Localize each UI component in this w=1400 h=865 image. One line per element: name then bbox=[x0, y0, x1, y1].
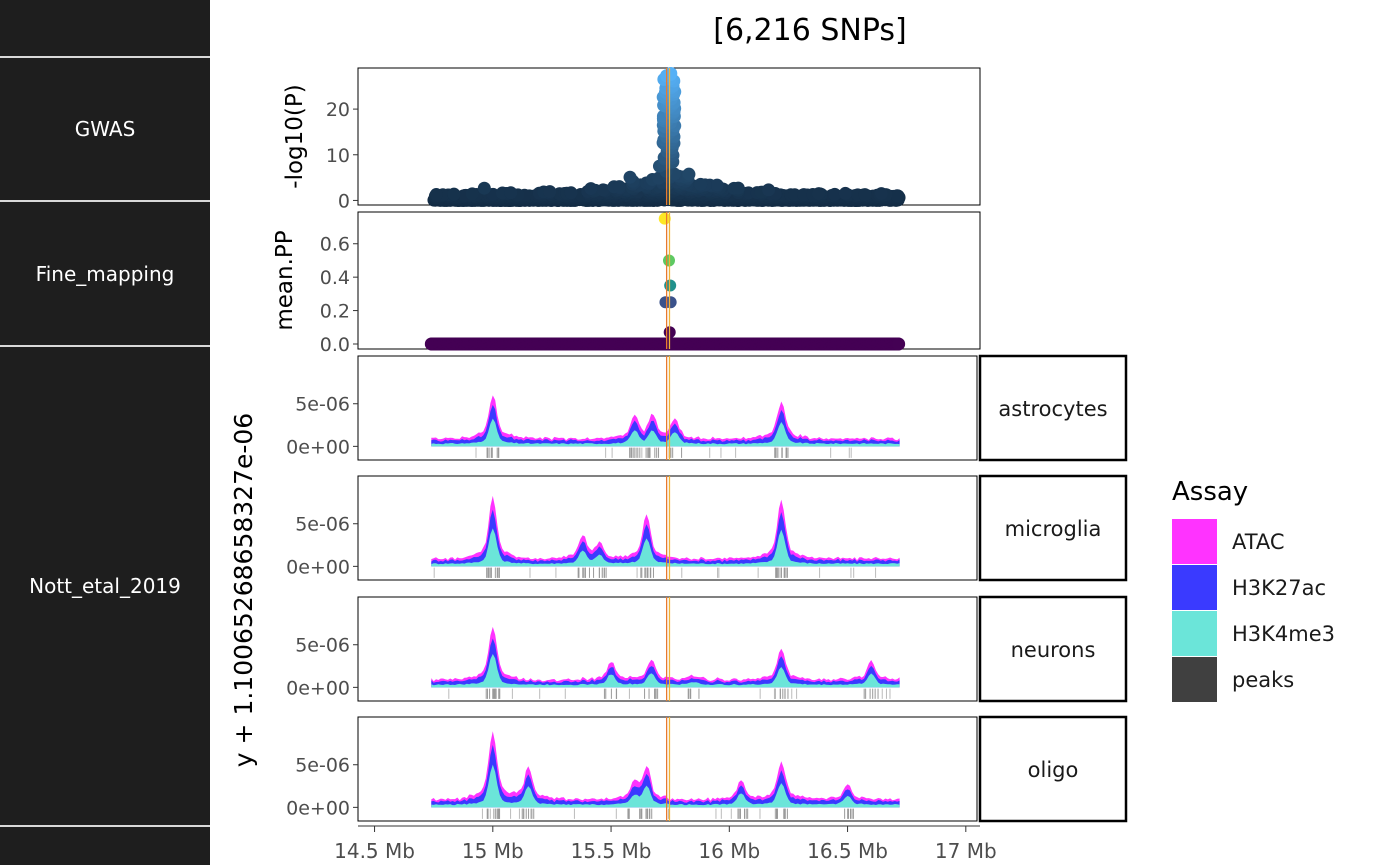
epigenomic-y-tick-label: 5e-06 bbox=[295, 514, 350, 536]
plot-title: [6,216 SNPs] bbox=[713, 13, 907, 48]
x-axis-tick-label: 16.5 Mb bbox=[807, 839, 888, 863]
epigenomic-y-tick-label: 0e+00 bbox=[286, 556, 350, 578]
gwas-y-axis-title: -log10(P) bbox=[282, 84, 308, 188]
fine-mapping-y-tick-label: 0.2 bbox=[320, 301, 350, 323]
h3k4me3-signal-area bbox=[431, 418, 900, 447]
track-label-nott-etal-2019: Nott_etal_2019 bbox=[0, 347, 210, 827]
gwas-snp-point bbox=[762, 183, 776, 197]
gwas-snp-point bbox=[504, 186, 518, 200]
gwas-snp-point bbox=[543, 185, 557, 199]
fine-mapping-y-axis-title: mean.PP bbox=[272, 230, 298, 330]
track-label-fine-mapping: Fine_mapping bbox=[0, 202, 210, 347]
gwas-snp-point bbox=[596, 183, 610, 197]
epigenomic-y-tick-label: 0e+00 bbox=[286, 797, 350, 819]
legend-key-h3k27ac bbox=[1172, 565, 1217, 610]
assay-legend: Assay ATAC H3K27ac H3K4me3 peaks bbox=[1172, 477, 1335, 702]
track-label-empty-top bbox=[0, 0, 210, 58]
fine-mapping-panel: 0.0 0.2 0.4 0.6 mean.PP bbox=[272, 211, 981, 356]
epigenomic-panels: astrocytes0e+005e-06microglia0e+005e-06n… bbox=[229, 354, 1128, 823]
gwas-snp-point bbox=[564, 186, 578, 200]
x-axis-tick-label: 15.5 Mb bbox=[571, 839, 652, 863]
gwas-snp-point bbox=[890, 189, 904, 203]
h3k4me3-signal-area bbox=[431, 764, 900, 808]
epigenomic-panel-astrocytes: astrocytes 0e+00 5e-06 bbox=[286, 354, 1128, 462]
gwas-snp-point bbox=[584, 182, 598, 196]
fine-mapping-snp-point bbox=[658, 212, 671, 225]
fine-mapping-y-tick-label: 0.6 bbox=[320, 234, 350, 256]
legend-label: ATAC bbox=[1232, 530, 1285, 554]
epigenomic-y-tick-label: 0e+00 bbox=[286, 436, 350, 458]
x-axis-tick-label: 17 Mb bbox=[935, 839, 997, 863]
fine-mapping-snp-point bbox=[664, 296, 677, 309]
track-label-empty-bottom bbox=[0, 827, 210, 865]
gwas-snp-point bbox=[788, 188, 802, 202]
gwas-y-tick-label: 10 bbox=[326, 145, 350, 167]
legend-key-atac bbox=[1172, 519, 1217, 564]
cell-type-strip bbox=[978, 715, 1128, 823]
track-label-gwas: GWAS bbox=[0, 58, 210, 202]
gwas-snp-point bbox=[612, 180, 626, 194]
cell-type-strip bbox=[978, 595, 1128, 703]
gwas-snp-point bbox=[858, 188, 872, 202]
cell-type-strip-label: neurons bbox=[1011, 638, 1096, 662]
gwas-snp-point bbox=[874, 187, 888, 201]
gwas-panel: 0 10 20 -log10(P) bbox=[282, 67, 981, 212]
gwas-y-tick-label: 0 bbox=[338, 190, 350, 212]
gwas-snp-point bbox=[731, 181, 745, 195]
epigenomic-panel-neurons: neurons 0e+00 5e-06 bbox=[286, 595, 1128, 703]
epigenomic-y-tick-label: 5e-06 bbox=[295, 755, 350, 777]
cell-type-strip-label: astrocytes bbox=[998, 397, 1107, 421]
fine-mapping-y-tick-label: 0.0 bbox=[320, 334, 350, 356]
gwas-y-tick-label: 20 bbox=[326, 99, 350, 121]
fine-mapping-snp-point bbox=[892, 337, 906, 351]
cell-type-strip bbox=[978, 474, 1128, 582]
legend-label: H3K27ac bbox=[1232, 576, 1326, 600]
legend-title: Assay bbox=[1172, 477, 1248, 507]
fine-mapping-y-tick-label: 0.4 bbox=[320, 267, 350, 289]
gwas-snp-point bbox=[812, 187, 826, 201]
gwas-snp-point bbox=[465, 187, 479, 201]
gwas-snp-point bbox=[828, 187, 842, 201]
gwas-snp-point bbox=[447, 187, 461, 201]
gwas-snp-point bbox=[664, 67, 678, 81]
gwas-snp-point bbox=[838, 186, 852, 200]
gwas-snp-point bbox=[797, 188, 811, 202]
fine-mapping-snp-point bbox=[664, 279, 677, 292]
legend-label: peaks bbox=[1232, 668, 1294, 692]
cell-type-strip-label: oligo bbox=[1028, 758, 1079, 782]
gwas-snp-point bbox=[682, 167, 696, 181]
gwas-snp-point bbox=[710, 178, 724, 192]
cell-type-strip bbox=[978, 354, 1128, 462]
epigenomic-y-tick-label: 0e+00 bbox=[286, 677, 350, 699]
x-axis-tick-label: 15 Mb bbox=[462, 839, 524, 863]
cell-type-strip-label: microglia bbox=[1005, 517, 1102, 541]
legend-key-peaks bbox=[1172, 657, 1217, 702]
gwas-snp-point bbox=[429, 188, 443, 202]
legend-key-h3k4me3 bbox=[1172, 611, 1217, 656]
x-axis-tick-label: 16 Mb bbox=[698, 839, 760, 863]
epigenomic-y-axis-title: y + 1.10065268658327e-06 bbox=[229, 413, 258, 767]
epigenomic-panel-oligo: oligo 0e+00 5e-06 bbox=[286, 715, 1128, 823]
x-axis-tick-label: 14.5 Mb bbox=[334, 839, 415, 863]
h3k4me3-signal-area bbox=[431, 528, 900, 567]
h3k4me3-signal-area bbox=[431, 654, 900, 688]
gwas-snp-point bbox=[477, 181, 491, 195]
x-axis: 14.5 Mb 15 Mb 15.5 Mb 16 Mb 16.5 Mb 17 Mb bbox=[334, 825, 997, 863]
epigenomic-y-tick-label: 5e-06 bbox=[295, 394, 350, 416]
gwas-snp-point bbox=[623, 170, 637, 184]
legend-label: H3K4me3 bbox=[1232, 622, 1335, 646]
gwas-snp-point bbox=[694, 177, 708, 191]
epigenomic-y-tick-label: 5e-06 bbox=[295, 635, 350, 657]
epigenomic-panel-microglia: microglia 0e+00 5e-06 bbox=[286, 474, 1128, 582]
